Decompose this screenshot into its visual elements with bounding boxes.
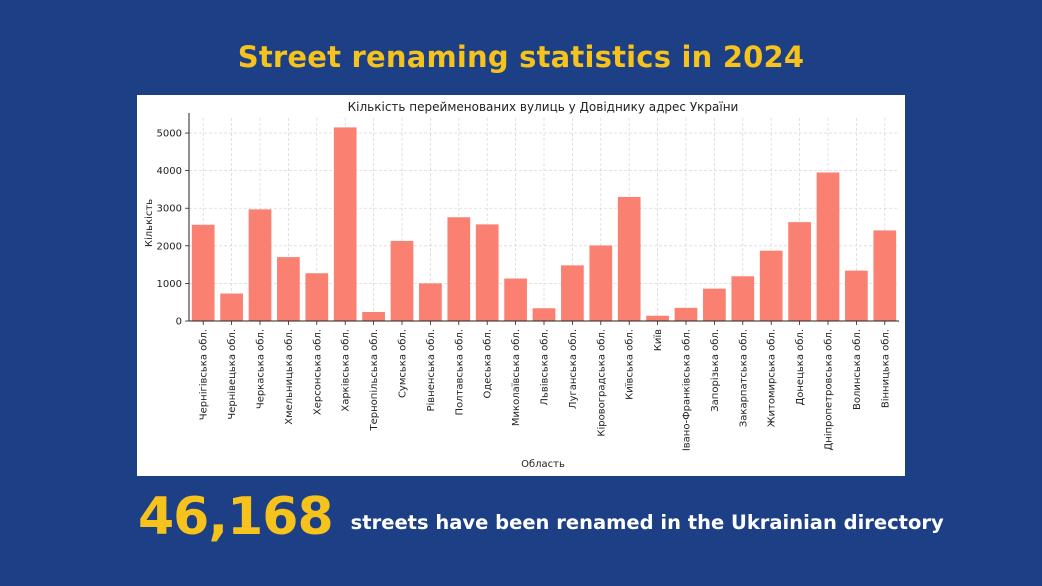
bar xyxy=(617,196,641,321)
x-tick-label: Закарпатська обл. xyxy=(738,329,749,427)
chart-title: Кількість перейменованих вулиць у Довідн… xyxy=(348,100,739,114)
x-tick-label: Київська обл. xyxy=(625,329,636,400)
x-tick-label: Чернівецька обл. xyxy=(226,329,238,420)
y-tick-label: 5000 xyxy=(157,129,182,140)
stat-description: streets have been renamed in the Ukraini… xyxy=(350,510,944,534)
bar xyxy=(674,307,698,321)
x-tick-label: Львівська обл. xyxy=(539,329,551,406)
y-tick-label: 4000 xyxy=(157,166,182,177)
bar xyxy=(504,278,527,321)
y-tick-label: 1000 xyxy=(157,279,182,290)
bar-chart: Кількість перейменованих вулиць у Довідн… xyxy=(143,100,899,470)
x-tick-label: Київ xyxy=(653,329,664,351)
stat-row: 46,168 streets have been renamed in the … xyxy=(138,482,944,552)
bar xyxy=(248,209,272,321)
x-tick-label: Волинська обл. xyxy=(852,329,863,410)
bar xyxy=(447,217,471,321)
x-ticks: Чернігівська обл. Чернівецька обл. Черкась… xyxy=(198,321,891,451)
bar xyxy=(561,265,584,321)
x-tick-label: Житомирська обл. xyxy=(767,329,778,427)
chart-panel: Кількість перейменованих вулиць у Довідн… xyxy=(137,95,905,476)
y-axis-label: Кількість xyxy=(143,199,155,247)
headline: Street renaming statistics in 2024 xyxy=(237,40,805,74)
x-tick-label: Чернігівська обл. xyxy=(198,329,210,420)
bar xyxy=(191,224,215,321)
bar xyxy=(759,250,783,321)
bar xyxy=(362,311,385,321)
x-tick-label: Миколаївська обл. xyxy=(511,329,522,426)
y-tick-label: 2000 xyxy=(157,241,182,252)
bar xyxy=(816,172,840,321)
renamed-count: 46,168 xyxy=(138,487,334,547)
bar xyxy=(703,288,726,321)
bar xyxy=(532,308,556,321)
bar xyxy=(277,257,300,321)
x-tick-label: Луганська обл. xyxy=(568,329,579,409)
x-tick-label: Донецька обл. xyxy=(795,329,806,406)
x-tick-label: Сумська обл. xyxy=(398,329,409,398)
bar xyxy=(419,283,442,321)
x-tick-label: Черкаська обл. xyxy=(256,329,267,409)
x-tick-label: Дніпропетровська обл. xyxy=(823,329,835,451)
x-tick-label: Рівненська обл. xyxy=(425,329,437,412)
x-tick-label: Хмельницька обл. xyxy=(284,329,295,425)
x-tick-label: Одеська обл. xyxy=(483,329,494,399)
bar xyxy=(220,293,243,321)
x-tick-label: Херсонська обл. xyxy=(312,329,323,415)
y-tick-label: 3000 xyxy=(157,204,182,215)
bar xyxy=(845,270,868,321)
x-tick-label: Кіровоградська обл. xyxy=(595,329,607,437)
y-tick-label: 0 xyxy=(176,317,182,328)
x-tick-label: Івано-Франківська обл. xyxy=(681,329,693,451)
x-tick-label: Харківська обл. xyxy=(340,329,352,412)
bar xyxy=(475,224,499,321)
bar xyxy=(788,222,811,321)
x-tick-label: Вінницька обл. xyxy=(879,329,891,408)
bar xyxy=(589,245,613,321)
x-tick-label: Полтавська обл. xyxy=(454,329,465,415)
bar xyxy=(731,276,755,321)
bar xyxy=(873,230,897,321)
y-ticks: 0 1000 2000 3000 4000 5000 xyxy=(157,129,189,328)
bar xyxy=(646,315,669,321)
bar xyxy=(390,240,414,321)
x-tick-label: Запорізька обл. xyxy=(709,329,721,412)
x-tick-label: Тернопільська обл. xyxy=(368,329,380,431)
bar xyxy=(333,127,357,321)
bar xyxy=(305,273,329,321)
bars-layer xyxy=(191,127,897,321)
x-axis-label: Область xyxy=(521,459,565,470)
